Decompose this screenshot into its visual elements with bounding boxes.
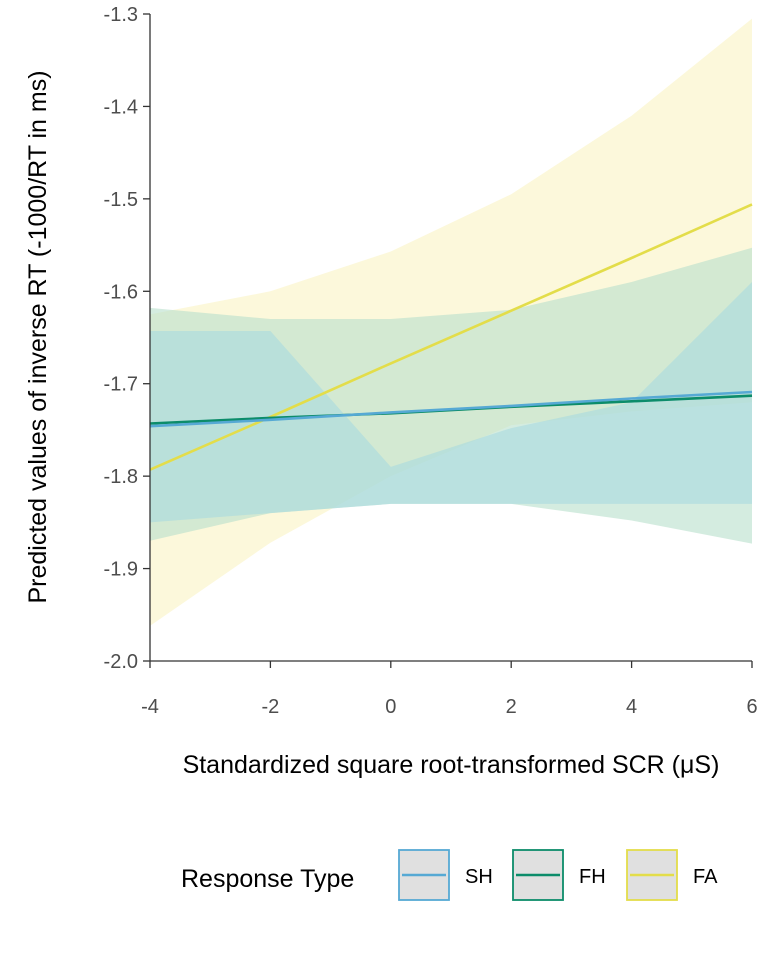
y-tick-label: -1.7	[104, 374, 138, 396]
legend-label-sh: SH	[465, 866, 493, 888]
x-tick-label: 6	[746, 696, 757, 718]
legend: Response Type SH FH FA	[181, 849, 718, 901]
axes: -1.3 -1.4 -1.5 -1.6 -1.7 -1.8 -1.9 -2.0 -4 -2 0 2 4 6	[104, 4, 758, 718]
y-tick-label: -1.6	[104, 281, 138, 303]
x-tick-label: -2	[262, 696, 280, 718]
y-tick-label: -1.3	[104, 4, 138, 26]
y-tick-label: -1.5	[104, 189, 138, 211]
legend-label-fa: FA	[693, 866, 718, 888]
x-tick-label: 2	[506, 696, 517, 718]
y-tick-label: -1.4	[104, 96, 138, 118]
series-line-sh	[149, 390, 753, 428]
legend-item-fa: FA	[626, 849, 718, 901]
series-line-fa	[149, 203, 753, 471]
x-tick-label: 4	[626, 696, 637, 718]
legend-label-fh: FH	[579, 866, 606, 888]
y-tick-label: -1.9	[104, 559, 138, 581]
x-axis-title: Standardized square root-transformed SCR…	[183, 751, 720, 779]
confidence-bands	[150, 18, 752, 626]
legend-title: Response Type	[181, 865, 354, 893]
legend-item-sh: SH	[398, 849, 493, 901]
y-axis-title: Predicted values of inverse RT (-1000/RT…	[24, 70, 52, 603]
series-lines	[149, 203, 753, 471]
x-tick-label: -4	[141, 696, 159, 718]
x-tick-label: 0	[385, 696, 396, 718]
y-tick-label: -1.8	[104, 466, 138, 488]
y-tick-label: -2.0	[104, 651, 138, 673]
legend-item-fh: FH	[512, 849, 606, 901]
confidence-band-sh	[150, 282, 752, 523]
